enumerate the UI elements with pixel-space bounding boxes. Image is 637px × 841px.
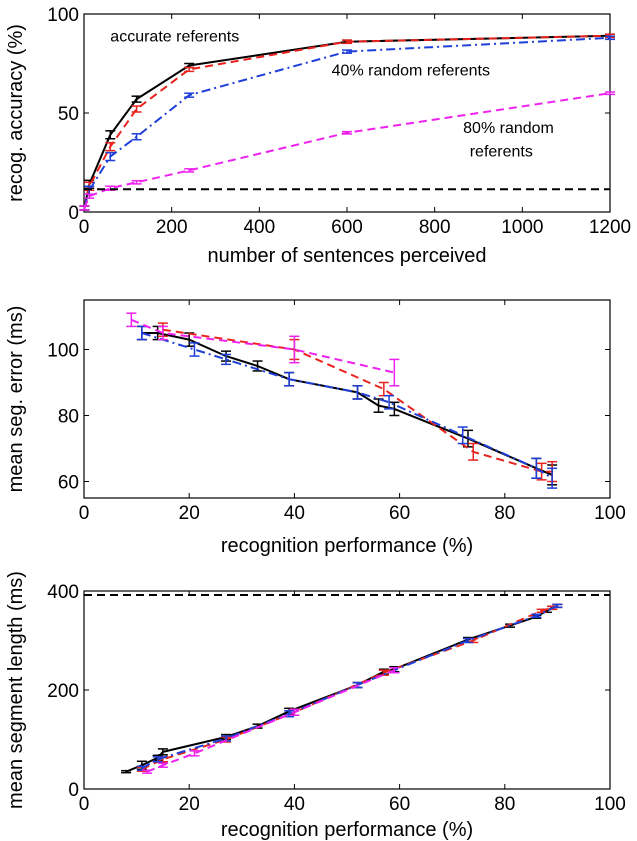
x-tick-label: 100 (594, 503, 626, 524)
y-tick-label: 100 (47, 341, 79, 362)
error-bar (189, 342, 200, 357)
error-bar (457, 426, 468, 445)
x-tick-label: 100 (594, 794, 626, 815)
y-tick-label: 0 (68, 203, 79, 224)
x-tick-label: 800 (419, 217, 451, 238)
error-bar (389, 666, 400, 674)
error-bar (384, 394, 395, 410)
error-bar (289, 335, 300, 364)
error-bar (284, 371, 295, 387)
error-bar (126, 312, 137, 328)
series-panel_b-3 (126, 312, 400, 387)
error-bar (342, 39, 352, 45)
series-panel_a-3 (79, 91, 615, 211)
x-tick-label: 400 (243, 217, 275, 238)
x-tick-label: 40 (284, 794, 305, 815)
x-tick-label: 0 (79, 794, 90, 815)
y-tick-label: 50 (58, 104, 79, 125)
series-line (125, 604, 558, 773)
x-tick-label: 600 (331, 217, 363, 238)
error-bar (289, 708, 300, 716)
y-axis-label: mean seg. error (ms) (5, 306, 27, 493)
error-bar (157, 762, 168, 768)
series-line (141, 332, 553, 476)
error-bar (547, 467, 558, 489)
series-panel_c-3 (142, 666, 400, 774)
error-bar (184, 92, 195, 98)
x-tick-label: 80 (494, 503, 515, 524)
y-axis-label: mean segment length (ms) (5, 571, 27, 809)
error-bar (121, 769, 132, 774)
annotation-label: 40% random referents (332, 62, 490, 79)
error-bar (342, 130, 352, 135)
x-tick-label: 80 (494, 794, 515, 815)
error-bar (352, 385, 363, 400)
x-tick-label: 1000 (501, 217, 543, 238)
error-bar (105, 130, 116, 140)
error-bar (189, 750, 200, 757)
error-bar (468, 442, 479, 461)
series-panel_b-2 (136, 325, 558, 489)
annotation-label: referents (470, 144, 533, 161)
error-bar (105, 141, 116, 152)
plot-frame (83, 299, 611, 499)
error-bar (605, 35, 615, 41)
x-tick-label: 0 (79, 503, 90, 524)
x-tick-label: 1200 (589, 217, 631, 238)
x-tick-label: 60 (389, 794, 410, 815)
error-bar (342, 49, 352, 54)
error-bar (389, 358, 400, 387)
error-bar (184, 168, 195, 173)
series-panel_c-2 (136, 603, 563, 771)
x-tick-label: 60 (389, 503, 410, 524)
error-bar (531, 613, 542, 618)
x-tick-label: 40 (284, 503, 305, 524)
error-bar (221, 353, 232, 366)
x-axis-label: recognition performance (%) (221, 819, 473, 841)
error-bar (462, 637, 473, 644)
error-bar (531, 457, 542, 479)
x-tick-label: 20 (179, 503, 200, 524)
error-bar (157, 325, 168, 341)
error-bar (378, 381, 389, 397)
annotation-label: 80% random (463, 120, 554, 137)
y-tick-label: 400 (47, 582, 79, 603)
x-axis-label: recognition performance (%) (221, 535, 473, 557)
error-bar (131, 179, 142, 185)
y-tick-label: 80 (58, 407, 79, 428)
error-bar (131, 105, 142, 113)
x-tick-label: 20 (179, 794, 200, 815)
error-bar (84, 193, 95, 199)
chart-panel-panel_a: 0 200 400 600 800 1000 1200 0 50 100 number of sen… (5, 5, 631, 267)
y-tick-label: 60 (58, 473, 79, 494)
error-bar (552, 603, 563, 609)
x-axis-label: number of sentences perceived (207, 245, 486, 267)
error-bar (79, 205, 90, 211)
series-line (130, 318, 395, 374)
series-panel_b-1 (157, 322, 558, 483)
error-bar (184, 66, 195, 73)
chart-panel-panel_b: 0 20 40 60 80 100 60 80 100 recognition performan… (5, 299, 626, 557)
error-bar (157, 748, 168, 756)
y-tick-label: 200 (47, 681, 79, 702)
error-bar (389, 401, 400, 417)
error-bar (142, 769, 153, 774)
error-bar (605, 91, 615, 96)
y-tick-label: 0 (68, 780, 79, 801)
series-panel_a-2 (79, 35, 615, 211)
x-tick-label: 200 (156, 217, 188, 238)
y-tick-label: 100 (47, 5, 79, 26)
annotation-label: accurate referents (110, 29, 239, 46)
y-axis-label: recog. accuracy (%) (5, 24, 27, 202)
error-bar (131, 133, 142, 141)
x-tick-label: 0 (79, 217, 90, 238)
error-bar (131, 95, 142, 103)
chart-panel-panel_c: 0 20 40 60 80 100 0 200 400 recognition performan… (5, 571, 626, 841)
error-bar (105, 151, 116, 162)
error-bar (152, 756, 163, 763)
